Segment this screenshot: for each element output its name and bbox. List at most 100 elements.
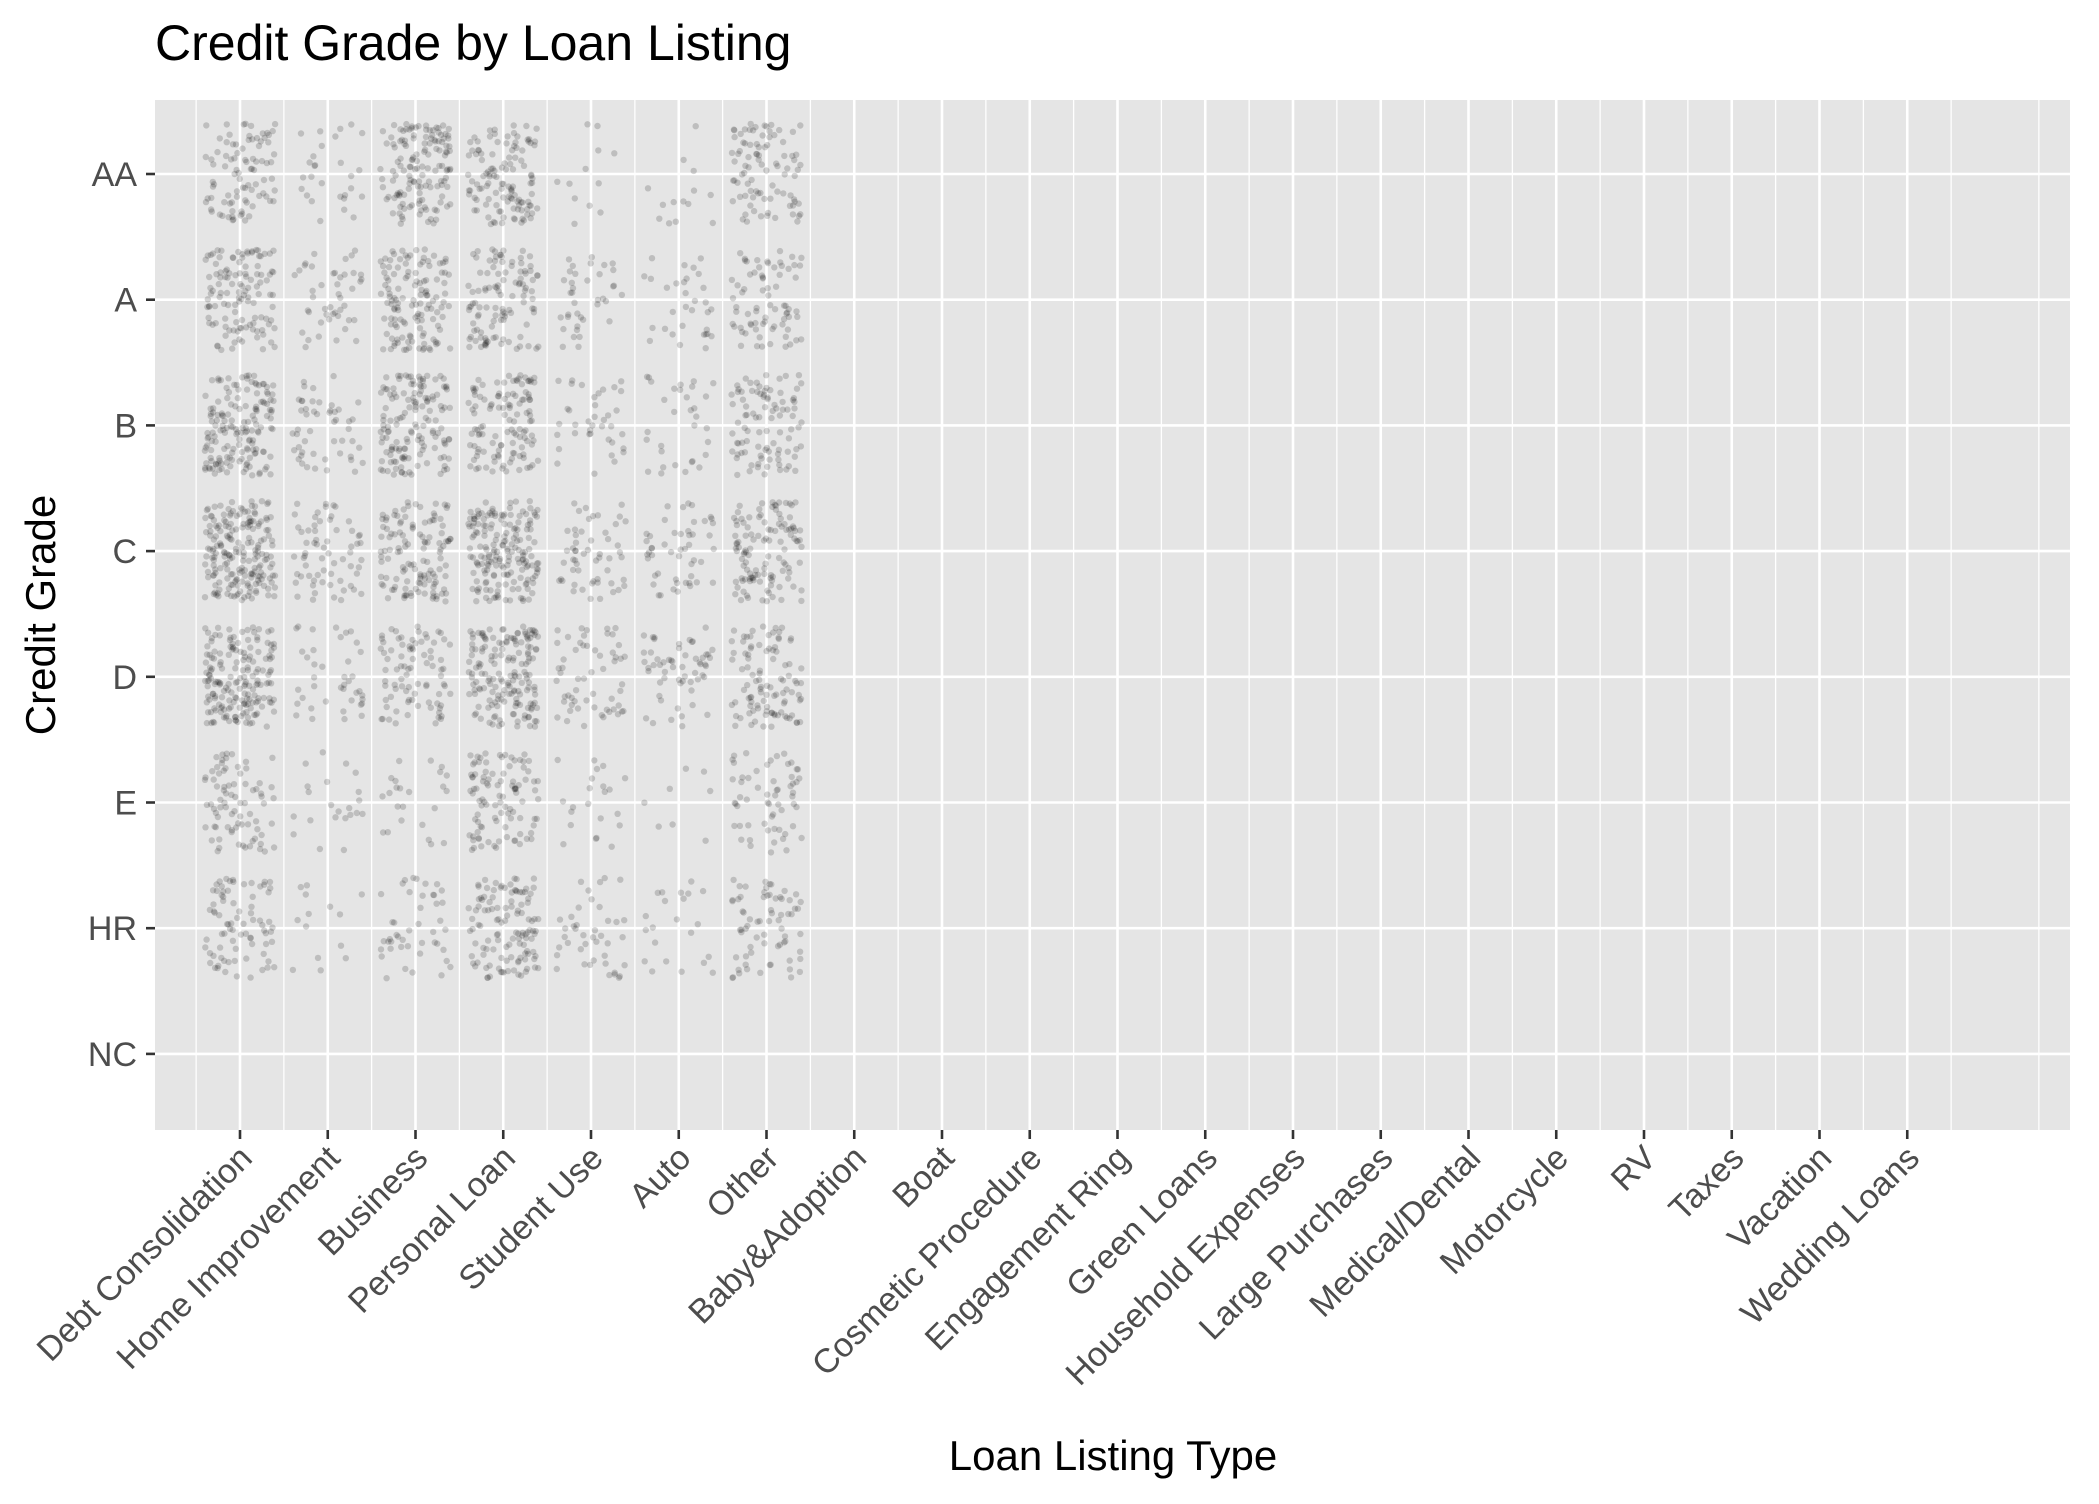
data-point xyxy=(782,938,789,945)
data-point xyxy=(618,681,626,688)
data-point xyxy=(750,707,757,714)
data-point xyxy=(223,754,230,762)
data-point xyxy=(535,964,542,972)
data-point xyxy=(409,696,416,703)
data-point xyxy=(225,214,232,221)
data-point xyxy=(222,765,229,772)
data-point xyxy=(760,391,768,398)
data-point xyxy=(596,652,604,659)
data-point xyxy=(742,192,749,199)
data-point xyxy=(766,133,773,141)
data-point xyxy=(421,146,429,153)
data-point xyxy=(234,639,242,647)
data-point xyxy=(603,706,611,713)
data-point xyxy=(251,711,258,719)
data-point xyxy=(206,950,214,957)
data-point xyxy=(511,635,518,642)
data-point xyxy=(255,142,263,150)
data-point xyxy=(732,532,739,539)
data-point xyxy=(378,953,385,960)
data-point xyxy=(643,537,650,545)
data-point xyxy=(767,757,774,764)
data-point xyxy=(600,762,607,770)
data-point xyxy=(504,547,511,555)
data-point xyxy=(204,296,211,303)
data-point xyxy=(493,202,500,209)
data-point xyxy=(356,444,363,451)
data-point xyxy=(217,427,224,434)
data-point xyxy=(509,677,517,684)
data-point xyxy=(738,778,745,786)
data-point xyxy=(481,643,489,650)
data-point xyxy=(514,629,521,637)
data-point xyxy=(731,799,738,807)
data-point xyxy=(297,130,305,137)
data-point xyxy=(486,133,494,140)
data-point xyxy=(776,510,783,518)
data-point xyxy=(207,512,215,519)
data-point xyxy=(256,252,263,260)
data-point xyxy=(594,579,601,586)
data-point xyxy=(223,712,230,719)
data-point xyxy=(761,318,769,325)
data-point xyxy=(441,269,449,276)
data-point xyxy=(211,433,218,440)
data-point xyxy=(397,126,404,133)
data-point xyxy=(579,586,586,593)
data-point xyxy=(222,561,229,568)
data-point xyxy=(206,273,213,281)
data-point xyxy=(742,403,750,410)
data-point xyxy=(403,435,410,443)
data-point xyxy=(766,880,773,888)
data-point xyxy=(682,289,689,297)
data-point xyxy=(214,524,221,532)
data-point xyxy=(596,550,603,558)
data-point xyxy=(524,950,532,957)
data-point xyxy=(523,321,530,328)
data-point xyxy=(796,262,804,269)
data-point xyxy=(513,377,521,385)
data-point xyxy=(239,628,246,636)
data-point xyxy=(230,645,237,652)
data-point xyxy=(379,467,387,474)
data-point xyxy=(520,396,527,403)
data-point xyxy=(512,139,519,146)
data-point xyxy=(228,417,235,424)
data-point xyxy=(610,266,617,274)
data-point xyxy=(399,880,406,887)
data-point xyxy=(408,156,416,164)
data-point xyxy=(441,682,448,690)
data-point xyxy=(410,132,418,139)
data-point xyxy=(259,398,267,405)
data-point xyxy=(523,835,531,842)
data-point xyxy=(532,952,539,960)
data-point xyxy=(689,701,696,709)
data-point xyxy=(690,378,697,385)
data-point xyxy=(687,678,694,686)
data-point xyxy=(679,678,686,685)
data-point xyxy=(443,386,451,393)
data-point xyxy=(516,940,523,947)
data-point xyxy=(337,125,344,132)
data-point xyxy=(741,286,748,293)
data-point xyxy=(465,306,473,314)
data-point xyxy=(761,195,768,203)
data-point xyxy=(409,523,416,531)
data-point xyxy=(769,593,776,601)
data-point xyxy=(755,532,762,539)
data-point xyxy=(242,156,249,164)
data-point xyxy=(443,957,450,965)
data-point xyxy=(241,682,248,690)
data-point xyxy=(391,583,399,591)
data-point xyxy=(357,271,365,278)
data-point xyxy=(783,714,791,721)
data-point xyxy=(756,513,763,521)
data-point xyxy=(615,641,623,649)
data-point xyxy=(498,164,506,171)
data-point xyxy=(532,572,539,580)
data-point xyxy=(253,445,260,453)
data-point xyxy=(501,395,508,403)
data-point xyxy=(223,875,230,883)
data-point xyxy=(601,874,608,882)
data-point xyxy=(209,183,217,190)
